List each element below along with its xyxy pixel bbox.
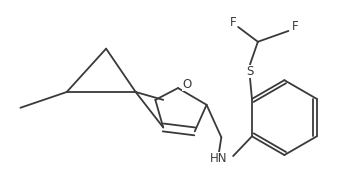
- Text: F: F: [292, 20, 298, 33]
- Text: F: F: [230, 16, 237, 29]
- Text: S: S: [246, 65, 254, 78]
- Text: O: O: [182, 78, 191, 91]
- Text: HN: HN: [210, 153, 227, 165]
